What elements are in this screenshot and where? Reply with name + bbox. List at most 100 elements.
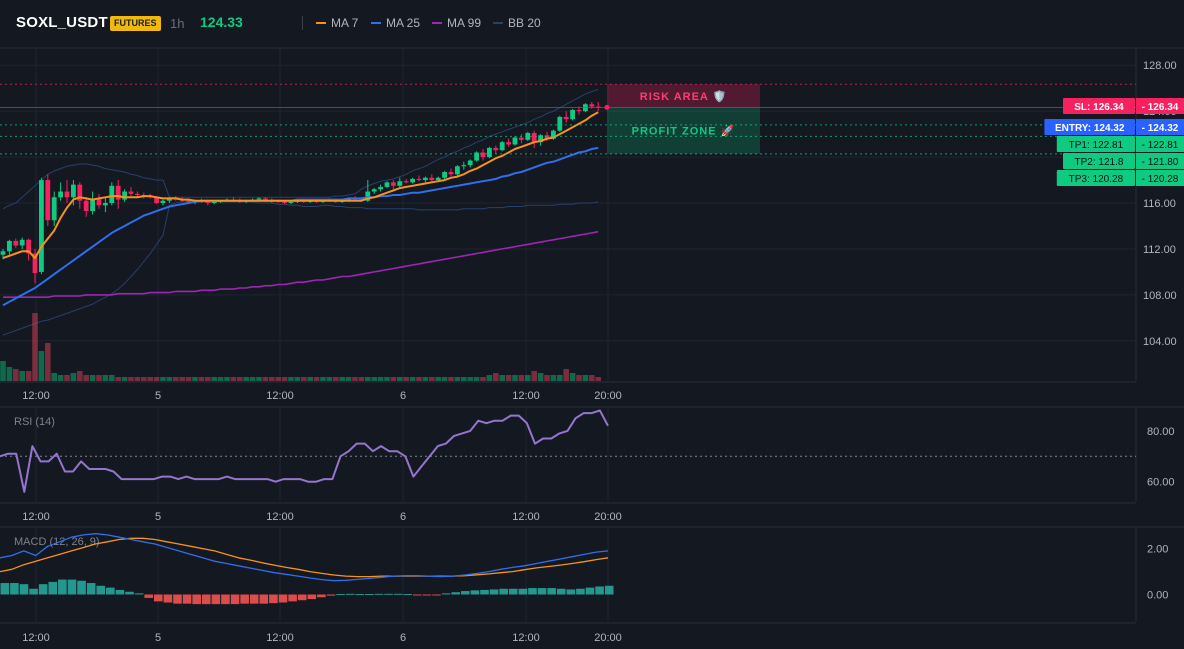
- candle-body[interactable]: [128, 191, 134, 194]
- candle-body[interactable]: [288, 201, 294, 204]
- candle-body[interactable]: [167, 198, 172, 201]
- bollinger-bands: [2, 88, 599, 336]
- candle-body[interactable]: [384, 182, 390, 187]
- candle-body[interactable]: [371, 189, 377, 192]
- candle-body[interactable]: [487, 147, 492, 158]
- candle-body[interactable]: [263, 198, 268, 200]
- volume-bar: [397, 377, 403, 381]
- candle-body[interactable]: [493, 147, 499, 151]
- candle-body[interactable]: [45, 180, 51, 221]
- candle-body[interactable]: [122, 191, 127, 200]
- candle-body[interactable]: [557, 116, 563, 131]
- candle-body[interactable]: [282, 201, 287, 204]
- candle-body[interactable]: [64, 191, 70, 198]
- candle-body[interactable]: [19, 239, 25, 246]
- candle-body[interactable]: [576, 110, 582, 112]
- candle-body[interactable]: [51, 197, 57, 221]
- volume-bar: [224, 377, 230, 381]
- candle-body[interactable]: [544, 135, 550, 139]
- candle-body[interactable]: [160, 200, 166, 204]
- candle-body[interactable]: [77, 184, 83, 201]
- volume-bar: [45, 343, 51, 381]
- candle-body[interactable]: [403, 181, 409, 183]
- macd-histogram-bar: [441, 593, 451, 595]
- candle-body[interactable]: [519, 137, 524, 140]
- candle-body[interactable]: [58, 191, 63, 198]
- candle-body[interactable]: [83, 200, 89, 212]
- candle-body[interactable]: [448, 172, 454, 175]
- macd-histogram-bar: [211, 594, 221, 605]
- candle-body[interactable]: [205, 201, 211, 204]
- candle-body[interactable]: [589, 104, 595, 107]
- volume-bar: [256, 377, 262, 381]
- candle-body[interactable]: [410, 178, 415, 183]
- candle-body[interactable]: [13, 240, 19, 246]
- candle-body[interactable]: [135, 193, 140, 195]
- candle-body[interactable]: [506, 142, 511, 145]
- legend-ma99[interactable]: MA 99: [432, 16, 481, 30]
- volume-bar: [569, 373, 576, 381]
- volume-bar: [582, 375, 589, 381]
- candle-body[interactable]: [256, 198, 262, 200]
- candle-body[interactable]: [211, 201, 217, 204]
- candle-body[interactable]: [115, 185, 121, 200]
- candle-body[interactable]: [397, 181, 403, 186]
- candle-body[interactable]: [442, 172, 447, 178]
- candle-body[interactable]: [109, 185, 115, 204]
- candle-body[interactable]: [7, 240, 12, 252]
- timeframe-selector[interactable]: 1h: [170, 16, 185, 31]
- candle-body[interactable]: [538, 135, 543, 143]
- legend-ma7[interactable]: MA 7: [316, 16, 358, 30]
- candle-body[interactable]: [103, 203, 108, 206]
- legend-bb20[interactable]: BB 20: [493, 16, 541, 30]
- candle-body[interactable]: [39, 180, 44, 272]
- candle-body[interactable]: [480, 152, 486, 158]
- candle-body[interactable]: [570, 110, 575, 120]
- macd-histogram-bar: [230, 594, 240, 605]
- symbol-name[interactable]: SOXL_USDT: [16, 14, 108, 31]
- macd-histogram-bar: [67, 579, 77, 595]
- legend-ma25[interactable]: MA 25: [371, 16, 420, 30]
- rsi-panel[interactable]: RSI (14) 80.00 60.00: [0, 409, 1175, 493]
- candle-body[interactable]: [474, 152, 479, 161]
- volume-bar: [102, 375, 109, 381]
- candle-body[interactable]: [26, 239, 31, 254]
- level-price-tag-bg-2: [1136, 136, 1184, 152]
- candle-body[interactable]: [346, 198, 351, 201]
- candle-body[interactable]: [429, 177, 435, 181]
- candle-body[interactable]: [378, 186, 383, 190]
- candle-body[interactable]: [416, 178, 422, 181]
- candle-body[interactable]: [423, 177, 428, 181]
- candle-body[interactable]: [435, 177, 441, 181]
- candle-body[interactable]: [71, 184, 76, 198]
- candle-body[interactable]: [551, 130, 556, 139]
- candle-body[interactable]: [0, 251, 6, 255]
- candle-body[interactable]: [32, 253, 38, 274]
- candle-body[interactable]: [455, 166, 460, 175]
- candle-body[interactable]: [525, 132, 531, 140]
- volume-bar: [371, 377, 377, 381]
- volume-bar: [486, 375, 493, 381]
- rsi-tick-label: 60.00: [1147, 477, 1175, 489]
- candle-body[interactable]: [467, 160, 473, 166]
- volume-bar: [467, 377, 473, 381]
- level-label-bg-2: [1056, 136, 1135, 152]
- candle-body[interactable]: [154, 197, 159, 204]
- candle-body[interactable]: [461, 165, 467, 167]
- candle-body[interactable]: [499, 142, 505, 151]
- volume-bar: [134, 377, 141, 381]
- macd-histogram-bar: [269, 594, 278, 604]
- macd-panel[interactable]: MACD (12, 26, 9) 2.00 0.00: [0, 533, 1168, 605]
- volume-bar: [6, 367, 13, 381]
- candle-body[interactable]: [391, 182, 396, 186]
- candle-body[interactable]: [531, 132, 537, 143]
- candle-body[interactable]: [186, 200, 191, 202]
- level-price-tag-3: - 121.80: [1142, 157, 1179, 168]
- candle-body[interactable]: [90, 198, 95, 212]
- candle-body[interactable]: [563, 116, 569, 120]
- candle-body[interactable]: [96, 198, 102, 206]
- macd-histogram-bar: [125, 591, 134, 595]
- candle-body[interactable]: [512, 137, 518, 145]
- candle-body[interactable]: [365, 191, 371, 201]
